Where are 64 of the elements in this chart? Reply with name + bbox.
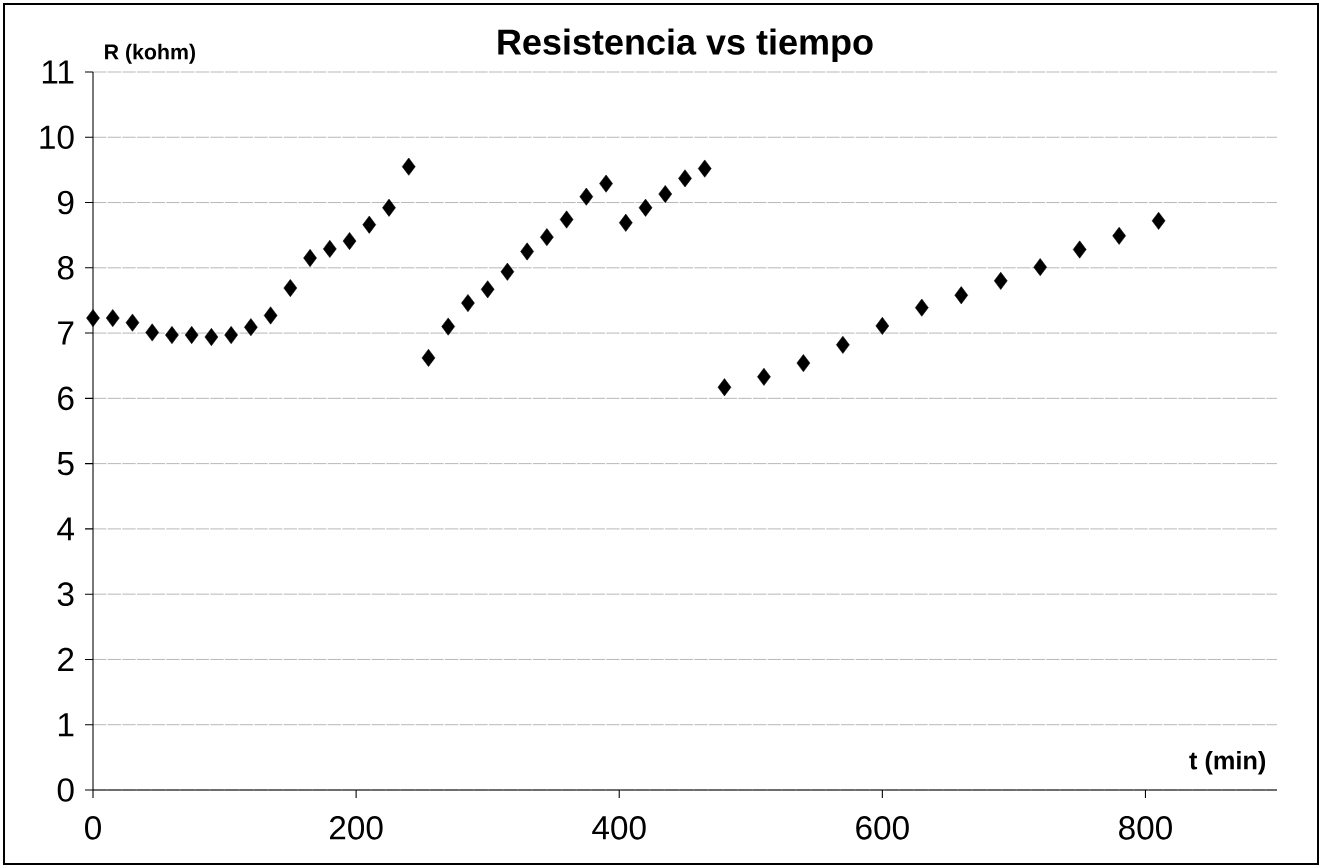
- point: [441, 317, 455, 336]
- point: [540, 228, 554, 247]
- chart-title: Resistencia vs tiempo: [498, 28, 873, 62]
- point: [697, 159, 712, 178]
- point: [283, 279, 298, 297]
- point: [362, 215, 377, 234]
- point: [520, 242, 534, 261]
- y-tick-label: 7: [58, 321, 74, 345]
- y-tick-label: 0: [57, 778, 74, 802]
- point: [757, 367, 771, 386]
- y-tick-label: 2: [58, 647, 74, 672]
- point: [342, 232, 357, 250]
- point: [836, 335, 850, 354]
- point: [638, 198, 653, 217]
- y-tick-label: 11: [42, 60, 74, 84]
- point: [125, 313, 140, 332]
- y-tick-label: 1: [58, 713, 74, 737]
- point: [480, 280, 495, 299]
- point: [658, 185, 673, 203]
- point: [954, 286, 969, 305]
- point: [382, 198, 396, 217]
- point: [401, 157, 416, 176]
- y-tick-label: 5: [57, 451, 74, 476]
- point: [1072, 240, 1087, 259]
- point: [717, 378, 732, 397]
- point: [244, 318, 258, 337]
- point: [619, 213, 633, 232]
- point: [796, 354, 811, 373]
- point: [224, 326, 238, 344]
- point: [993, 271, 1008, 290]
- point: [86, 309, 100, 327]
- x-tick-label: 800: [1119, 816, 1172, 840]
- point: [559, 210, 574, 229]
- y-tick-label: 3: [57, 582, 74, 606]
- point: [263, 306, 278, 325]
- point: [500, 262, 515, 281]
- point: [303, 249, 317, 267]
- point: [579, 187, 594, 206]
- x-axis-title: t (min): [1189, 750, 1266, 775]
- x-tick-label: 600: [856, 816, 909, 840]
- point: [421, 348, 436, 367]
- point: [1151, 211, 1166, 230]
- point: [204, 328, 219, 346]
- y-tick-label: 10: [40, 125, 74, 150]
- point: [599, 174, 613, 193]
- y-axis-title: R (kohm): [105, 43, 195, 64]
- point: [1112, 226, 1126, 245]
- point: [1033, 258, 1047, 277]
- y-tick-label: 6: [58, 386, 74, 411]
- point: [915, 298, 929, 317]
- point: [165, 326, 179, 344]
- point: [145, 323, 159, 342]
- point: [875, 316, 890, 335]
- point: [678, 169, 692, 188]
- point: [105, 309, 120, 327]
- point: [461, 294, 475, 312]
- point: [184, 326, 199, 344]
- x-tick-label: 200: [329, 816, 383, 840]
- y-tick-label: 9: [58, 190, 74, 215]
- y-tick-label: 4: [57, 517, 74, 541]
- y-tick-label: 8: [57, 256, 74, 280]
- x-tick-label: 0: [85, 816, 101, 840]
- x-tick-label: 400: [592, 816, 646, 840]
- point: [323, 239, 337, 258]
